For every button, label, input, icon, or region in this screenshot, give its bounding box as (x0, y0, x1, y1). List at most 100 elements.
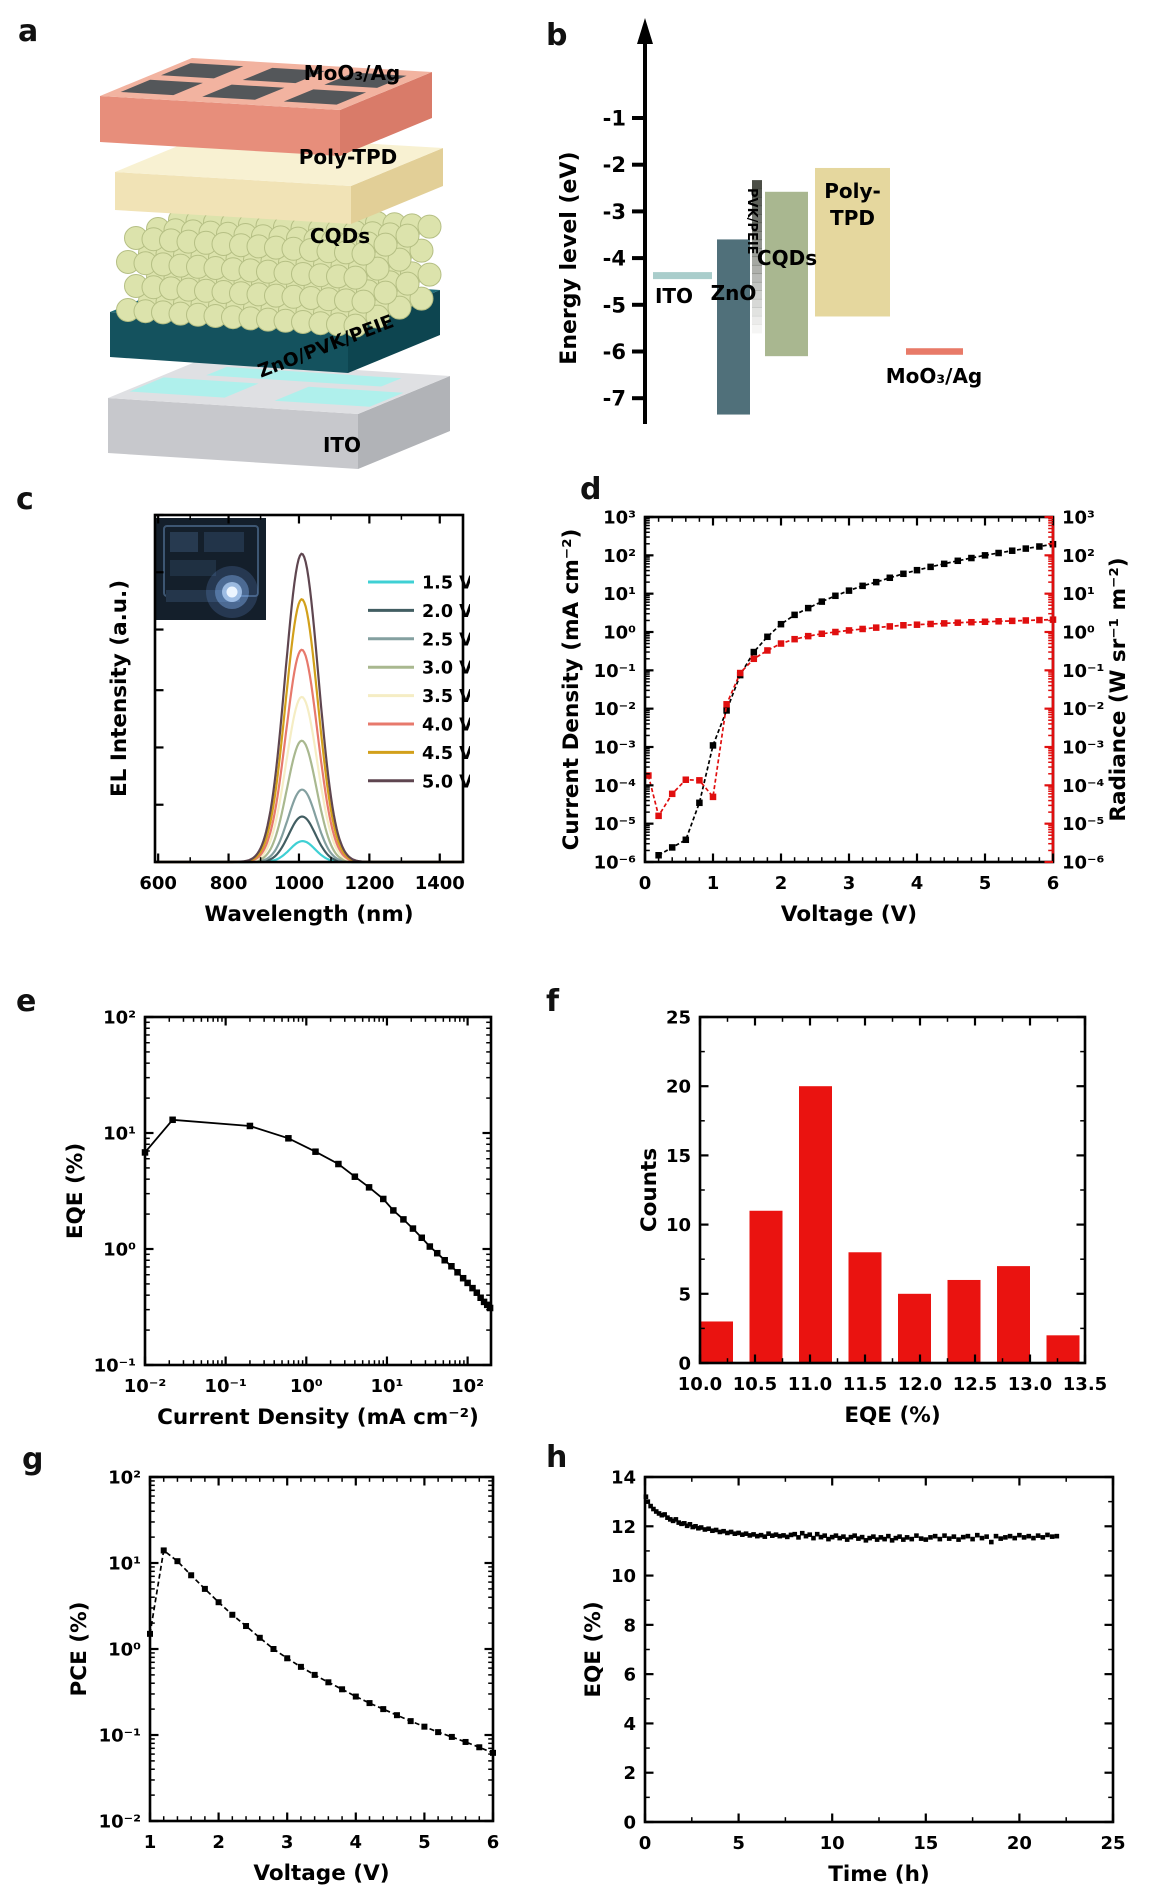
svg-text:10³: 10³ (603, 508, 636, 529)
svg-text:10⁰: 10⁰ (603, 623, 636, 644)
svg-text:1400: 1400 (415, 873, 465, 894)
svg-text:Wavelength (nm): Wavelength (nm) (204, 902, 413, 927)
svg-text:14: 14 (611, 1468, 636, 1489)
svg-text:4.5 V: 4.5 V (422, 744, 470, 764)
svg-text:10⁰: 10⁰ (1062, 623, 1095, 644)
panel-letter-h: h (546, 1440, 568, 1475)
panel-e-eqe-vs-j: e 10⁻² 10⁻¹ 10⁰ 10¹ 10² 10² 10¹ 10⁰ 10⁻¹ Current … (0, 960, 520, 1430)
svg-text:15: 15 (666, 1146, 691, 1167)
svg-text:4: 4 (911, 873, 924, 894)
svg-text:Poly-TPD: Poly-TPD (299, 145, 398, 169)
svg-text:10⁻¹: 10⁻¹ (1062, 661, 1104, 682)
svg-text:3: 3 (281, 1832, 294, 1853)
svg-text:20: 20 (666, 1077, 691, 1098)
svg-text:CQDs: CQDs (310, 224, 370, 248)
device-stack-diagram: MoO₃/Ag Poly-TPD CQDs ZnO/PVK/PEIE ITO (0, 0, 470, 479)
svg-text:PVK/PEIE: PVK/PEIE (744, 188, 759, 255)
svg-text:Radiance (W sr⁻¹ m⁻²): Radiance (W sr⁻¹ m⁻²) (1106, 557, 1131, 821)
svg-text:1: 1 (707, 873, 720, 894)
svg-text:10²: 10² (603, 546, 636, 567)
panel-letter-a: a (18, 14, 39, 49)
svg-text:10⁰: 10⁰ (108, 1640, 141, 1661)
svg-text:10: 10 (666, 1215, 691, 1236)
svg-text:10⁻⁴: 10⁻⁴ (1062, 776, 1105, 797)
svg-text:10⁰: 10⁰ (103, 1240, 136, 1261)
svg-text:2: 2 (775, 873, 788, 894)
svg-text:1.5 V: 1.5 V (422, 574, 470, 594)
svg-text:0: 0 (639, 873, 652, 894)
svg-text:20: 20 (1007, 1833, 1032, 1854)
svg-text:5.0 V: 5.0 V (422, 772, 470, 792)
svg-text:0: 0 (639, 1833, 652, 1854)
svg-text:-7: -7 (603, 387, 626, 411)
svg-text:10⁻¹: 10⁻¹ (99, 1726, 141, 1747)
panel-letter-e: e (16, 984, 37, 1019)
svg-text:-6: -6 (603, 340, 626, 364)
eqe-vs-current-chart: 10⁻² 10⁻¹ 10⁰ 10¹ 10² 10² 10¹ 10⁰ 10⁻¹ Current De… (0, 960, 520, 1434)
svg-text:11.0: 11.0 (788, 1374, 832, 1395)
svg-text:1000: 1000 (274, 873, 324, 894)
svg-text:4: 4 (350, 1832, 363, 1853)
svg-text:EQE (%): EQE (%) (581, 1601, 606, 1697)
panel-d-jv-radiance: d 0 1 2 3 4 5 6 10³ 10² 10¹ 10⁰ 10⁻¹ 10⁻² 10⁻³ 10⁻⁴ 10⁻… (460, 470, 1161, 962)
svg-text:5: 5 (732, 1833, 745, 1854)
panel-c-el-spectra: c 1.5 V 2.0 V 2.5 V 3.0 V 3.5 V 4.0 V 4.5 V 5.0… (0, 470, 473, 962)
pce-vs-voltage-chart: 1 2 3 4 5 6 10² 10¹ 10⁰ 10⁻¹ 10⁻² Voltage (V) PCE (%… (0, 1400, 520, 1897)
svg-text:ZnO: ZnO (711, 281, 757, 305)
panel-b-energy-levels: b -1 -2 -3 -4 -5 -6 -7 Energy level (eV) ITO ZnO P… (460, 0, 1161, 475)
energy-level-diagram: -1 -2 -3 -4 -5 -6 -7 Energy level (eV) ITO ZnO PVK… (460, 0, 1161, 479)
svg-text:6: 6 (487, 1832, 500, 1853)
jv-radiance-chart: 0 1 2 3 4 5 6 10³ 10² 10¹ 10⁰ 10⁻¹ 10⁻² 10⁻³ 10⁻⁴ 10⁻⁵ 1… (460, 470, 1161, 966)
svg-text:10⁻⁶: 10⁻⁶ (594, 853, 637, 874)
el-spectra-chart: 1.5 V 2.0 V 2.5 V 3.0 V 3.5 V 4.0 V 4.5 V 5.0 V… (0, 470, 473, 966)
svg-text:-3: -3 (603, 200, 626, 224)
svg-text:10⁰: 10⁰ (290, 1376, 323, 1397)
svg-text:Current Density (mA cm⁻²): Current Density (mA cm⁻²) (157, 1405, 479, 1430)
svg-text:MoO₃/Ag: MoO₃/Ag (886, 364, 983, 388)
svg-text:TPD: TPD (830, 206, 875, 230)
svg-text:11.5: 11.5 (843, 1374, 887, 1395)
svg-text:10⁻⁵: 10⁻⁵ (1062, 814, 1104, 835)
svg-text:2: 2 (212, 1832, 225, 1853)
eqe-stability-chart: 0 5 10 15 20 25 0 2 4 6 8 10 12 14 Time (h) EQE (%) (460, 1400, 1161, 1897)
panel-letter-f: f (546, 984, 560, 1019)
svg-text:10⁻²: 10⁻² (99, 1812, 141, 1833)
svg-text:6: 6 (623, 1665, 636, 1686)
svg-text:-2: -2 (603, 153, 626, 177)
svg-text:10⁻¹: 10⁻¹ (594, 661, 636, 682)
svg-text:1200: 1200 (344, 873, 394, 894)
svg-text:10⁻³: 10⁻³ (1062, 738, 1104, 759)
svg-text:ITO: ITO (323, 433, 361, 457)
svg-text:2.0 V: 2.0 V (422, 602, 470, 622)
svg-text:10⁻⁴: 10⁻⁴ (594, 776, 637, 797)
panel-letter-g: g (22, 1442, 44, 1477)
svg-text:2.5 V: 2.5 V (422, 630, 470, 650)
eqe-histogram-chart: 10.0 10.5 11.0 11.5 12.0 12.5 13.0 13.5 0 5 10 15 20… (460, 960, 1161, 1434)
svg-text:10²: 10² (108, 1468, 141, 1489)
svg-text:10¹: 10¹ (603, 584, 636, 605)
panel-letter-b: b (546, 18, 568, 53)
svg-text:Poly-: Poly- (824, 179, 881, 203)
svg-text:-5: -5 (603, 293, 626, 317)
svg-text:EL Intensity (a.u.): EL Intensity (a.u.) (107, 580, 132, 797)
svg-text:600: 600 (139, 873, 177, 894)
svg-text:1: 1 (144, 1832, 157, 1853)
svg-text:3.5 V: 3.5 V (422, 687, 470, 707)
svg-text:Energy level (eV): Energy level (eV) (557, 151, 582, 364)
svg-text:25: 25 (1100, 1833, 1125, 1854)
svg-text:10⁻¹: 10⁻¹ (94, 1356, 136, 1377)
svg-text:4: 4 (623, 1714, 636, 1735)
svg-text:10⁻³: 10⁻³ (594, 738, 636, 759)
svg-text:PCE (%): PCE (%) (67, 1602, 92, 1697)
svg-text:CQDs: CQDs (757, 246, 817, 270)
svg-text:10¹: 10¹ (1062, 584, 1095, 605)
svg-text:10²: 10² (103, 1008, 136, 1029)
svg-text:ITO: ITO (655, 284, 693, 308)
svg-text:10³: 10³ (1062, 508, 1095, 529)
panel-letter-d: d (580, 472, 602, 507)
svg-text:10²: 10² (451, 1376, 484, 1397)
svg-text:10¹: 10¹ (108, 1554, 141, 1575)
svg-text:3.0 V: 3.0 V (422, 659, 470, 679)
svg-text:10⁻⁵: 10⁻⁵ (594, 814, 636, 835)
